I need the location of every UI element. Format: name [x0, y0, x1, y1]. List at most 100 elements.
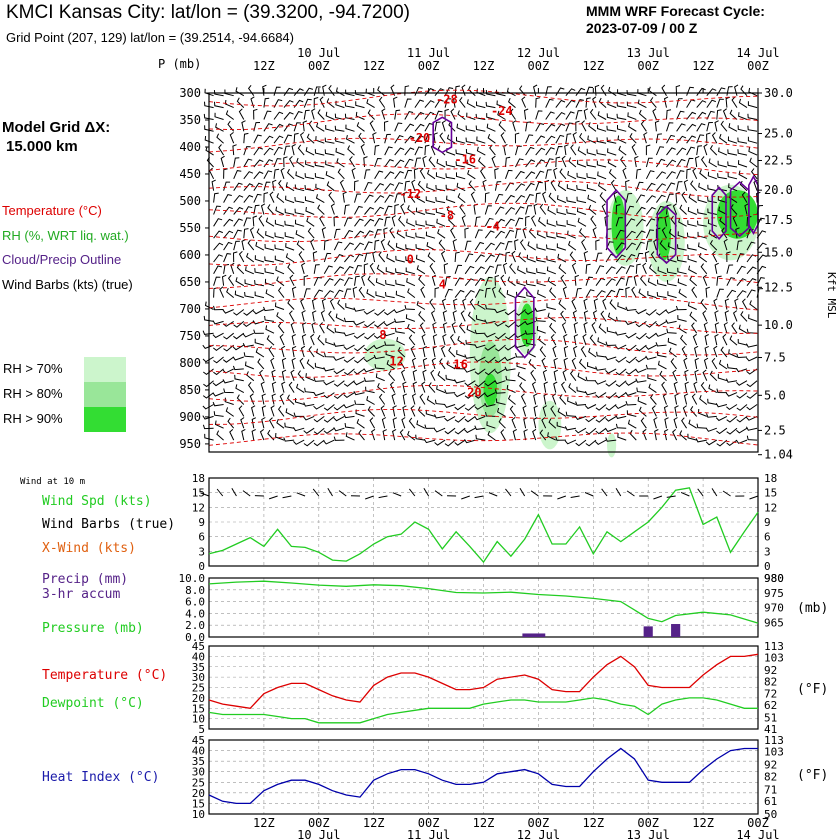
wind-barb [564, 426, 576, 431]
wind-barb [363, 263, 369, 274]
wind-barb [363, 156, 368, 168]
panel3-ytick-1: 10 [192, 713, 205, 726]
wind-barb [232, 144, 237, 156]
panel1-ytick-0: 0 [198, 560, 205, 573]
wind-barb [374, 206, 384, 215]
wind-barb [223, 218, 234, 227]
wind-barb [236, 394, 245, 405]
wind-barb [263, 97, 270, 108]
wind-barb [462, 298, 467, 310]
wind-barb [354, 193, 362, 203]
wind-barb [655, 133, 662, 144]
wind-barb [400, 369, 406, 381]
wind-barb [537, 289, 546, 299]
wind-barb [293, 132, 299, 144]
wind-barb [567, 240, 577, 251]
wind-barb [539, 346, 547, 358]
wind-barb [436, 385, 446, 394]
wind-barb [290, 369, 295, 381]
wind-barb [505, 169, 513, 179]
wind-barb [700, 156, 708, 168]
wind-barb [372, 250, 377, 263]
wind-barb [636, 387, 647, 394]
wind-barb [374, 195, 385, 203]
wind-barb [265, 289, 275, 299]
wind-barb [595, 416, 607, 423]
panel1-ytick-1: 3 [198, 545, 205, 558]
wind-barb [225, 407, 234, 417]
wind-barb [576, 185, 587, 192]
top-hour-label-6: 12Z [582, 59, 604, 73]
wind-barb [291, 143, 296, 156]
wind-barb [659, 370, 667, 382]
wind-barb [367, 406, 375, 417]
wind-barb [322, 84, 327, 96]
wind-barb [305, 373, 315, 382]
wind-barb [592, 96, 597, 108]
precip-tick-1: 2.0 [185, 619, 205, 632]
wind-barb [561, 155, 567, 168]
wind-barb [202, 356, 214, 363]
wind-barb [576, 207, 587, 215]
wind-barb [523, 108, 529, 120]
wind-barb [586, 184, 597, 192]
temperature-label-11: 16 [453, 358, 467, 372]
wind-barb [674, 393, 679, 405]
wind-barb [655, 194, 666, 203]
wind-barb [394, 159, 405, 168]
wind-barb [394, 147, 405, 156]
wind-barb [706, 413, 717, 418]
wind-barb [555, 87, 565, 96]
wind-barb [716, 427, 728, 435]
wind-10m-barb [408, 488, 416, 497]
wind-barb [756, 254, 767, 263]
wind-barb [556, 195, 567, 204]
wind-barb [505, 241, 513, 251]
wind-barb [494, 332, 506, 340]
wind-barb [688, 193, 697, 204]
wind-barb [605, 404, 617, 411]
wind-barb [304, 173, 315, 180]
wind-barb [484, 242, 495, 251]
wind-barb [306, 359, 315, 370]
wind-barb [487, 430, 496, 441]
wind-barb [288, 155, 295, 168]
wind-barb [605, 427, 617, 433]
wind-barb [384, 309, 395, 316]
wind-barb [384, 341, 395, 346]
wind-barb [600, 84, 607, 96]
wind-barb [474, 404, 486, 410]
wind-barb [425, 231, 436, 239]
wind-barb [740, 85, 748, 97]
wind-barb [317, 334, 325, 346]
wind-barb [595, 427, 607, 435]
wind-barb [404, 98, 412, 108]
wind-barb [275, 432, 285, 441]
wind-barb [314, 362, 325, 370]
wind-10m-barb [557, 495, 567, 500]
wind-barb [315, 136, 325, 144]
wind-barb [276, 193, 285, 203]
wind-barb [203, 113, 214, 120]
wind-barb [444, 389, 456, 394]
wind-barb [489, 144, 496, 156]
wind-barb [726, 251, 731, 263]
wind-barb [484, 192, 490, 203]
wind-barb [484, 217, 494, 227]
wind-barb [271, 393, 276, 405]
panel4-ytick-3: 25 [192, 776, 205, 789]
pressure-tick-label-12: 900 [179, 410, 201, 424]
wind-barb [707, 196, 717, 204]
wind-barb [625, 242, 636, 251]
wind-barb [308, 120, 315, 132]
wind-10m-barb [434, 490, 443, 497]
wind-barb [402, 393, 408, 405]
wind-barb [504, 344, 516, 351]
wind-barb [418, 311, 426, 322]
wind-barb [229, 132, 235, 144]
wind-barb [325, 338, 335, 346]
wind-barb [738, 324, 748, 334]
wind-barb [261, 405, 267, 417]
wind-barb [555, 99, 566, 108]
wind-barb [695, 438, 707, 443]
